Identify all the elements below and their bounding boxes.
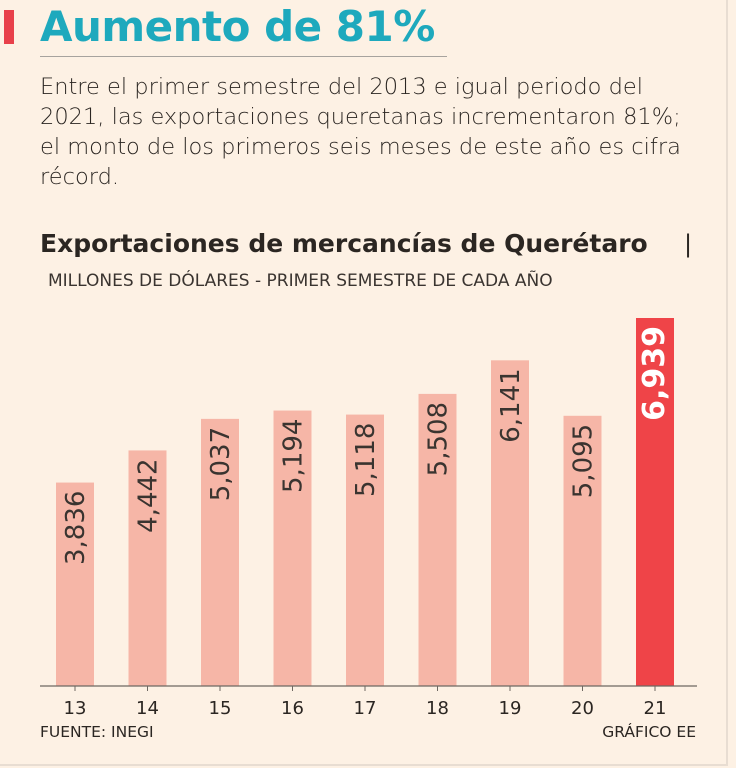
source-note: FUENTE: INEGI — [40, 723, 154, 741]
bar-21 — [636, 318, 674, 686]
accent-bar — [4, 10, 14, 44]
x-tick-label-18: 18 — [426, 698, 449, 719]
chart-title: Exportaciones de mercancías de Querétaro — [40, 229, 648, 258]
x-tick-label-17: 17 — [354, 698, 377, 719]
x-tick-label-13: 13 — [64, 698, 87, 719]
bar-20 — [563, 415, 602, 686]
x-tick-label-20: 20 — [571, 698, 594, 719]
x-tick-label-16: 16 — [281, 698, 304, 719]
x-tick-label-14: 14 — [136, 698, 159, 719]
x-tick-label-19: 19 — [499, 698, 522, 719]
bar-value-label-15: 5,037 — [206, 427, 236, 501]
bar-value-label-17: 5,118 — [351, 423, 381, 497]
x-tick-label-21: 21 — [644, 698, 667, 719]
bar-13 — [56, 482, 94, 686]
chart-subtitle: MILLONES DE DÓLARES - PRIMER SEMESTRE DE… — [48, 271, 553, 291]
x-tick-label-15: 15 — [209, 698, 232, 719]
bar-14 — [128, 450, 167, 686]
bar-value-label-19: 6,141 — [496, 368, 526, 442]
bar-19 — [491, 360, 529, 686]
bar-15 — [201, 418, 239, 686]
title-separator: | — [684, 230, 693, 258]
lede-paragraph: Entre el primer semestre del 2013 e igua… — [40, 74, 681, 190]
headline: Aumento de 81% — [40, 2, 435, 51]
bar-18 — [418, 393, 457, 686]
bar-value-label-13: 3,836 — [61, 491, 91, 565]
bar-value-label-18: 5,508 — [424, 402, 454, 476]
bar-value-label-21: 6,939 — [637, 326, 672, 421]
bar-value-label-14: 4,442 — [134, 458, 164, 532]
bar-16 — [273, 410, 312, 686]
bar-value-label-20: 5,095 — [569, 424, 599, 498]
headline-rule — [40, 56, 447, 57]
bar-17 — [346, 414, 384, 686]
bar-value-label-16: 5,194 — [279, 419, 309, 493]
graphic-credit: GRÁFICO EE — [602, 723, 696, 741]
